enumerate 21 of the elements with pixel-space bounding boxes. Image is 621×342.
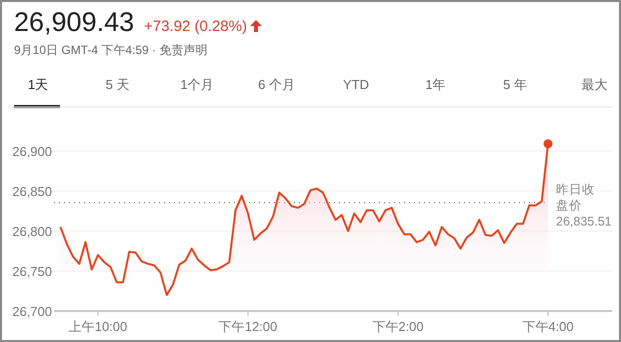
text: YTD (343, 77, 369, 92)
text: 5 天 (106, 77, 130, 92)
text: 1个月 (180, 77, 214, 92)
text: 1天 (28, 77, 48, 92)
chart-subtitle: +73.92 (0.28%) (144, 18, 247, 35)
y-tick-label: 26,900 (12, 144, 52, 159)
text: 9月10日 GMT-4 下午4:59 · 免责声明 (14, 43, 208, 57)
y-tick-label: 26,800 (12, 224, 52, 239)
y-tick-label: 26,850 (12, 184, 52, 199)
text: 6 个月 (258, 77, 295, 92)
ref-line-label: 昨日收盘价26,835.51 (556, 182, 612, 229)
text: 1年 (425, 77, 446, 92)
chart-title: 26,909.43 (14, 7, 134, 37)
x-tick-label: 上午10:00 (68, 319, 128, 334)
x-tick-label: 下午2:00 (372, 319, 424, 334)
y-tick-label: 26,750 (12, 264, 52, 279)
x-tick-label: 下午4:00 (522, 319, 574, 334)
x-tick-label: 下午12:00 (218, 319, 278, 334)
text: 最大 (582, 77, 608, 92)
text: 5 年 (503, 77, 527, 92)
y-tick-label: 26,700 (12, 304, 52, 319)
